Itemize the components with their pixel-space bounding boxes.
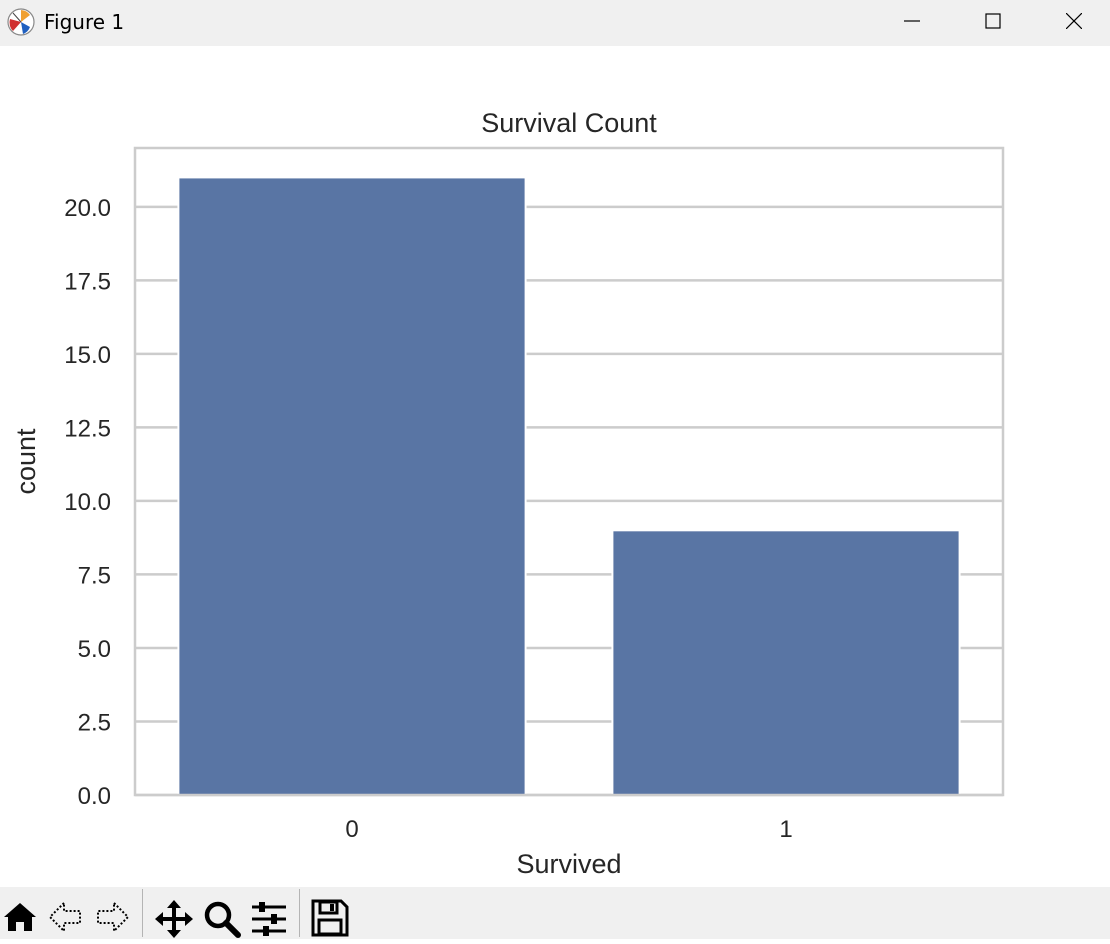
- zoom-button[interactable]: [202, 899, 242, 939]
- y-tick-label: 15.0: [64, 342, 111, 369]
- axes-frame: [133, 146, 1005, 797]
- minimize-button[interactable]: [872, 0, 952, 46]
- toolbar-separator: [299, 889, 300, 937]
- y-tick-label: 5.0: [78, 636, 111, 663]
- pan-icon: [155, 900, 193, 938]
- y-tick-label: 0.0: [78, 783, 111, 810]
- pan-button[interactable]: [154, 899, 194, 939]
- close-button[interactable]: [1034, 0, 1110, 46]
- home-button[interactable]: [2, 899, 42, 939]
- forward-icon: [97, 900, 130, 934]
- y-tick-label: 17.5: [64, 268, 111, 295]
- subplots-icon: [252, 902, 286, 936]
- title-bar: Figure 1: [0, 0, 1110, 46]
- bar-0: [177, 176, 527, 796]
- y-tick-label: 10.0: [64, 489, 111, 516]
- maximize-icon: [985, 13, 1001, 29]
- save-button[interactable]: [311, 899, 351, 939]
- x-tick-label: 1: [779, 816, 792, 843]
- save-icon: [311, 899, 349, 937]
- home-icon: [4, 903, 36, 931]
- chart-title: Survival Count: [481, 108, 657, 138]
- x-tick-label: 0: [345, 816, 358, 843]
- bar-1: [611, 529, 961, 796]
- matplotlib-logo-icon: [7, 8, 35, 36]
- toolbar-separator: [142, 889, 143, 937]
- y-tick-label: 2.5: [78, 709, 111, 736]
- subplots-button[interactable]: [250, 899, 290, 939]
- back-icon: [48, 900, 81, 934]
- window-title: Figure 1: [44, 10, 125, 34]
- x-axis-label: Survived: [516, 849, 621, 879]
- zoom-icon: [204, 901, 241, 938]
- minimize-icon: [904, 20, 920, 22]
- maximize-button[interactable]: [953, 0, 1033, 46]
- navigation-toolbar: [0, 887, 1110, 939]
- y-axis-label: count: [11, 428, 41, 495]
- back-button[interactable]: [48, 899, 88, 939]
- y-tick-labels: 0.0 2.5 5.0 7.5 10.0 12.5 15.0 17.5 20.0: [64, 195, 111, 810]
- y-tick-label: 20.0: [64, 195, 111, 222]
- bars: [177, 176, 961, 796]
- close-icon: [1066, 13, 1082, 29]
- y-tick-label: 7.5: [78, 562, 111, 589]
- forward-button[interactable]: [94, 899, 134, 939]
- y-tick-label: 12.5: [64, 415, 111, 442]
